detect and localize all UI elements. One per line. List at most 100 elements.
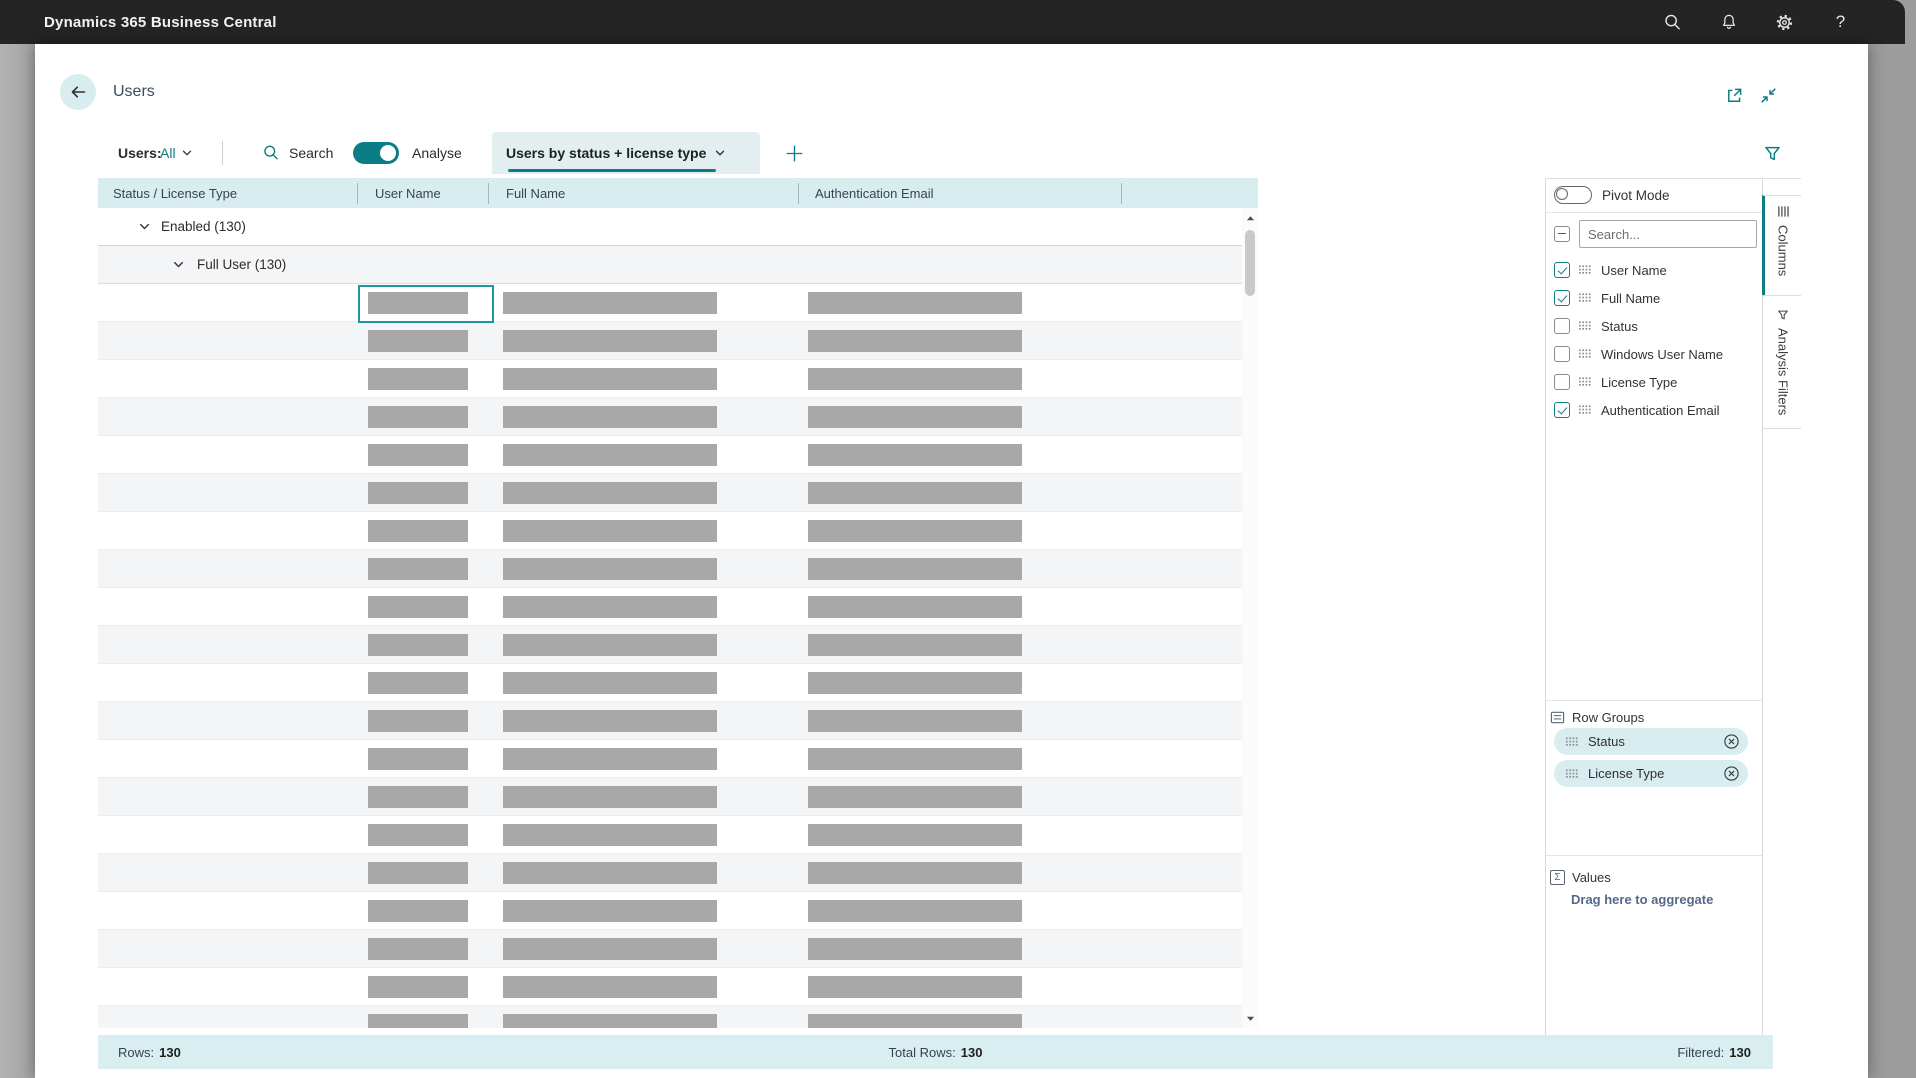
user-name-placeholder <box>368 976 468 998</box>
table-row[interactable] <box>98 626 1242 664</box>
field-label: User Name <box>1601 262 1667 278</box>
column-header-full-name[interactable]: Full Name <box>506 185 566 201</box>
pivot-mode-toggle[interactable] <box>1554 186 1592 204</box>
table-row[interactable] <box>98 284 1242 322</box>
table-row[interactable] <box>98 1006 1242 1028</box>
field-item[interactable]: Authentication Email <box>1546 396 1762 424</box>
authentication-email-placeholder <box>808 710 1022 732</box>
scrollbar-thumb[interactable] <box>1245 230 1255 296</box>
group-row-enabled[interactable]: Enabled (130) <box>98 208 1242 246</box>
open-in-new-window-icon[interactable] <box>1723 84 1745 106</box>
table-row[interactable] <box>98 740 1242 778</box>
back-button[interactable] <box>60 74 96 110</box>
pivot-mode-label: Pivot Mode <box>1602 187 1670 203</box>
user-name-placeholder <box>368 862 468 884</box>
table-row[interactable] <box>98 360 1242 398</box>
collapse-chevron-icon[interactable] <box>172 258 185 271</box>
full-name-placeholder <box>503 634 717 656</box>
table-row[interactable] <box>98 816 1242 854</box>
filter-icon[interactable] <box>1757 130 1787 176</box>
analysis-view-tab[interactable]: Users by status + license type <box>492 132 760 174</box>
field-label: Authentication Email <box>1601 402 1720 418</box>
notifications-bell-icon[interactable] <box>1719 13 1738 32</box>
field-item[interactable]: Windows User Name <box>1546 340 1762 368</box>
field-item[interactable]: Full Name <box>1546 284 1762 312</box>
row-group-pill[interactable]: Status <box>1554 728 1748 755</box>
authentication-email-placeholder <box>808 444 1022 466</box>
scope-label: Users: <box>118 145 162 161</box>
column-header-user-name[interactable]: User Name <box>375 185 441 201</box>
table-row[interactable] <box>98 588 1242 626</box>
field-checkbox[interactable] <box>1554 262 1570 278</box>
row-groups-header: Row Groups <box>1546 704 1762 730</box>
settings-gear-icon[interactable] <box>1775 13 1794 32</box>
drag-handle-icon[interactable] <box>1579 321 1592 331</box>
drag-handle-icon[interactable] <box>1579 377 1592 387</box>
field-item[interactable]: License Type <box>1546 368 1762 396</box>
authentication-email-placeholder <box>808 520 1022 542</box>
values-drop-hint: Drag here to aggregate <box>1571 892 1714 907</box>
analyse-toggle-group: Analyse <box>353 130 462 176</box>
search-button[interactable]: Search <box>262 130 333 176</box>
column-header-authentication-email[interactable]: Authentication Email <box>815 185 934 201</box>
drag-handle-icon[interactable] <box>1566 736 1579 747</box>
user-name-placeholder <box>368 330 468 352</box>
table-row[interactable] <box>98 892 1242 930</box>
search-icon[interactable] <box>1663 13 1682 32</box>
add-analysis-tab-button[interactable] <box>779 130 809 176</box>
remove-row-group-icon[interactable] <box>1723 765 1740 782</box>
vertical-scrollbar[interactable] <box>1242 208 1258 1028</box>
tab-columns[interactable]: Columns <box>1765 196 1801 295</box>
drag-handle-icon[interactable] <box>1579 293 1592 303</box>
field-checkbox[interactable] <box>1554 318 1570 334</box>
table-row[interactable] <box>98 322 1242 360</box>
drag-handle-icon[interactable] <box>1579 349 1592 359</box>
collapse-view-icon[interactable] <box>1757 84 1779 106</box>
analyse-toggle[interactable] <box>353 142 399 164</box>
table-row[interactable] <box>98 474 1242 512</box>
select-all-fields-checkbox[interactable] <box>1554 226 1570 242</box>
scroll-up-arrow[interactable] <box>1242 210 1258 226</box>
tab-analysis-filters[interactable]: Analysis Filters <box>1765 300 1801 426</box>
app-title: Dynamics 365 Business Central <box>44 13 277 31</box>
table-row[interactable] <box>98 398 1242 436</box>
field-checkbox[interactable] <box>1554 402 1570 418</box>
collapse-chevron-icon[interactable] <box>138 220 151 233</box>
full-name-placeholder <box>503 824 717 846</box>
field-checkbox[interactable] <box>1554 374 1570 390</box>
drag-handle-icon[interactable] <box>1579 405 1592 415</box>
analysis-view-tab-label: Users by status + license type <box>506 145 707 161</box>
field-checkbox[interactable] <box>1554 290 1570 306</box>
full-name-placeholder <box>503 672 717 694</box>
user-name-placeholder <box>368 1014 468 1028</box>
field-search-input[interactable] <box>1579 220 1757 248</box>
column-header-status-license-type[interactable]: Status / License Type <box>113 185 238 201</box>
table-row[interactable] <box>98 512 1242 550</box>
table-row[interactable] <box>98 436 1242 474</box>
table-row[interactable] <box>98 664 1242 702</box>
group-row-full-user[interactable]: Full User (130) <box>98 246 1242 284</box>
full-name-placeholder <box>503 444 717 466</box>
scroll-down-arrow[interactable] <box>1242 1010 1258 1026</box>
table-row[interactable] <box>98 854 1242 892</box>
user-name-placeholder <box>368 520 468 542</box>
field-item[interactable]: Status <box>1546 312 1762 340</box>
user-name-placeholder <box>368 444 468 466</box>
total-rows-label: Total Rows: <box>888 1044 956 1060</box>
field-item[interactable]: User Name <box>1546 256 1762 284</box>
table-row[interactable] <box>98 778 1242 816</box>
remove-row-group-icon[interactable] <box>1723 733 1740 750</box>
scope-filter-dropdown[interactable]: All <box>160 130 193 176</box>
table-row[interactable] <box>98 702 1242 740</box>
help-icon[interactable]: ? <box>1835 12 1846 31</box>
drag-handle-icon[interactable] <box>1579 265 1592 275</box>
user-name-placeholder <box>368 292 468 314</box>
table-row[interactable] <box>98 550 1242 588</box>
row-group-pill[interactable]: License Type <box>1554 760 1748 787</box>
field-checkbox[interactable] <box>1554 346 1570 362</box>
table-row[interactable] <box>98 930 1242 968</box>
drag-handle-icon[interactable] <box>1566 768 1579 779</box>
table-row[interactable] <box>98 968 1242 1006</box>
authentication-email-placeholder <box>808 406 1022 428</box>
user-name-placeholder <box>368 672 468 694</box>
